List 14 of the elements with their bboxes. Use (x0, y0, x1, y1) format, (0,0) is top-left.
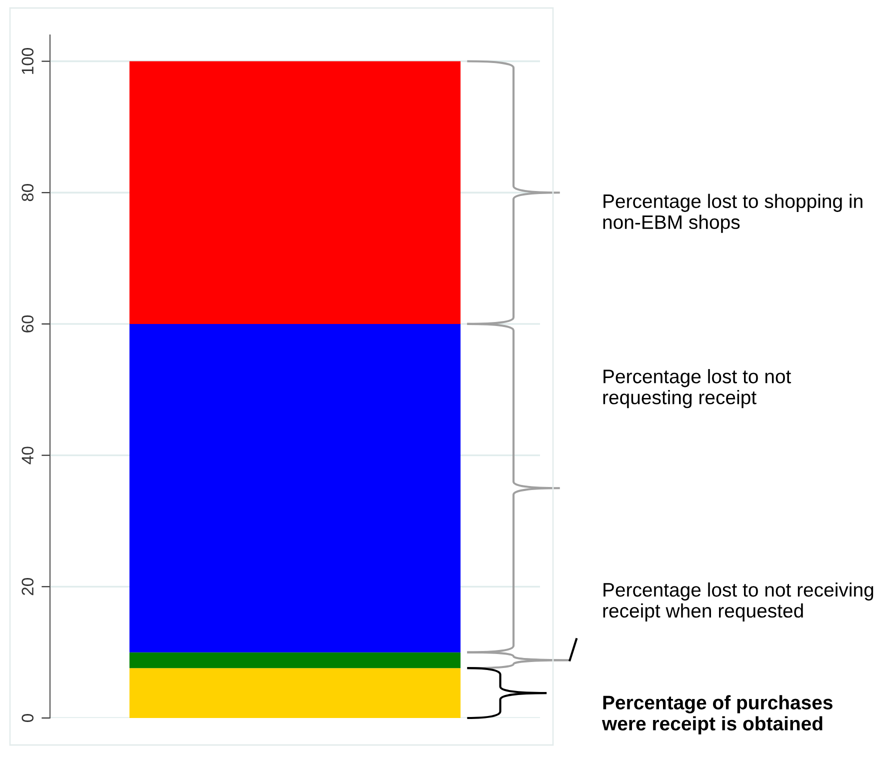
bar (129, 652, 461, 668)
y-tick-label: 60 (22, 315, 34, 332)
bar (129, 324, 461, 652)
y-tick-label: 100 (22, 48, 34, 74)
bar (129, 668, 461, 718)
y-tick-label: 80 (22, 184, 34, 202)
text: Percentage lost to not requesting receipt (603, 369, 792, 408)
text: Percentage of purchases were receipt is obtained (602, 695, 832, 734)
y-tick-label: 0 (22, 714, 34, 722)
bar (129, 61, 461, 324)
text: Percentage lost to not receiving receipt when requested (603, 582, 874, 622)
y-tick-label: 40 (22, 446, 34, 464)
text: Percentage lost to shopping in non-EBM shops (603, 194, 862, 233)
y-tick-label: 20 (22, 578, 34, 596)
